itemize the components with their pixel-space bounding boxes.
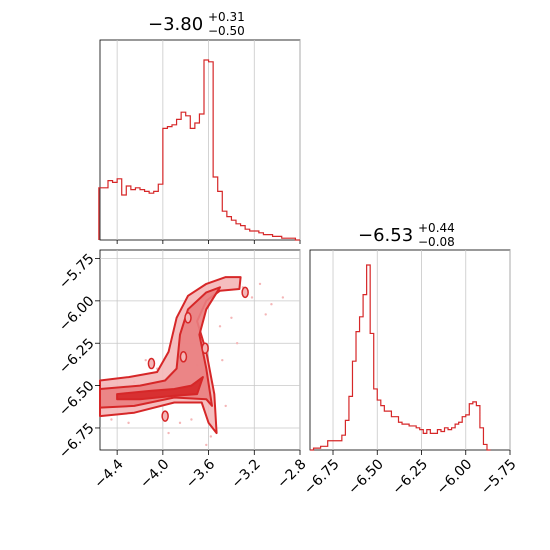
joint-y-tick-label: −6.25 [56,336,98,378]
joint-y-tick-label: −6.00 [56,293,98,335]
joint-y-tick-label: −6.50 [56,378,98,420]
marginal-param1-title: −3.80 +0.31 −0.50 [148,10,245,38]
joint-scatter-point [167,431,170,435]
marginal-param1-title-value: −3.80 [148,14,203,35]
joint-x-tick: −3.2 [229,456,264,491]
joint-scatter-point [190,418,193,421]
marginal-param2-tick-label: −5.75 [478,456,520,498]
marginal-param2-tick-label: −6.75 [301,456,343,498]
joint-scatter-point [221,358,224,362]
marginal-param2-panel: −6.75 −6.50 −6.25 −6.00 −5.75 −6.53 +0.44 −0… [301,221,520,498]
joint-scatter-point [205,443,208,447]
marginal-param2-tick-label: −6.25 [390,456,432,498]
joint-contour-islands [147,286,249,422]
marginal-param2-title-value: −6.53 [358,225,413,246]
joint-x-tick: −4.0 [137,456,172,491]
joint-contour-island [147,357,156,370]
marginal-param2-title: −6.53 +0.44 −0.08 [358,221,455,249]
joint-x-tick: −4.4 [91,456,126,491]
marginal-param2-tick: −5.75 [478,456,520,498]
marginal-param1-frame [99,39,301,241]
marginal-param2-tick-label: −6.00 [434,456,476,498]
joint-y-tick: −6.50 [56,378,98,420]
joint-scatter-point [250,296,254,299]
joint-scatter-point [235,342,239,345]
joint-contour-island [161,410,169,422]
marginal-param1-panel: −3.80 +0.31 −0.50 [98,10,301,244]
marginal-param2-title-upper-error: +0.44 [418,221,455,235]
marginal-param2-tick-label: −6.50 [345,456,387,498]
joint-scatter-point [281,296,285,299]
joint-x-tick-label: −4.4 [91,456,126,491]
joint-scatter-point [178,421,182,425]
joint-scatter-point [209,435,213,438]
joint-y-tick: −6.75 [56,420,98,462]
joint-scatter-point [144,358,147,362]
joint-scatter-point [264,313,267,316]
joint-contour-inner [116,376,204,401]
joint-contour-island [184,312,192,324]
joint-x-tick-label: −3.2 [229,456,264,491]
marginal-param2-tick: −6.50 [345,456,387,498]
joint-x-tick-label: −3.6 [183,456,218,491]
marginal-param1-title-upper-error: +0.31 [208,10,245,24]
joint-scatter-point [230,316,233,319]
joint-x-ticks: −4.4 −4.0 −3.6 −3.2 −2.8 [91,450,310,492]
marginal-param2-tick: −6.75 [301,456,343,498]
joint-y-tick: −6.00 [56,293,98,335]
marginal-param1-grid [116,40,301,244]
joint-scatter-point [110,418,113,421]
marginal-param1-histogram [98,59,300,241]
marginal-param2-tick: −6.25 [390,456,432,498]
joint-scatter-point [218,325,222,328]
joint-y-tick-label: −6.75 [56,420,98,462]
joint-scatter-point [224,404,227,408]
joint-y-tick: −6.25 [56,336,98,378]
joint-contour-island [241,286,249,299]
joint-scatter-point [258,282,262,286]
marginal-param1-title-lower-error: −0.50 [208,24,245,38]
joint-contour-island [179,351,188,363]
marginal-param2-x-ticks: −6.75 −6.50 −6.25 −6.00 −5.75 [301,450,520,498]
joint-panel: −5.75−6.00−6.25−6.50−6.75 −4.4 −4.0 −3.6 −3… [56,249,310,492]
marginal-param2-grid [332,250,511,450]
joint-x-tick-label: −4.0 [137,456,172,491]
marginal-param2-title-lower-error: −0.08 [418,235,455,249]
marginal-param2-histogram [310,264,491,451]
joint-y-tick-label: −5.75 [56,251,98,293]
joint-scatter-point [127,421,130,425]
marginal-param2-tick: −6.00 [434,456,476,498]
joint-contour-island [201,342,209,355]
joint-y-tick: −5.75 [56,251,98,293]
joint-y-ticks: −5.75−6.00−6.25−6.50−6.75 [56,251,100,462]
joint-x-tick: −3.6 [183,456,218,491]
joint-scatter-point [270,303,273,306]
